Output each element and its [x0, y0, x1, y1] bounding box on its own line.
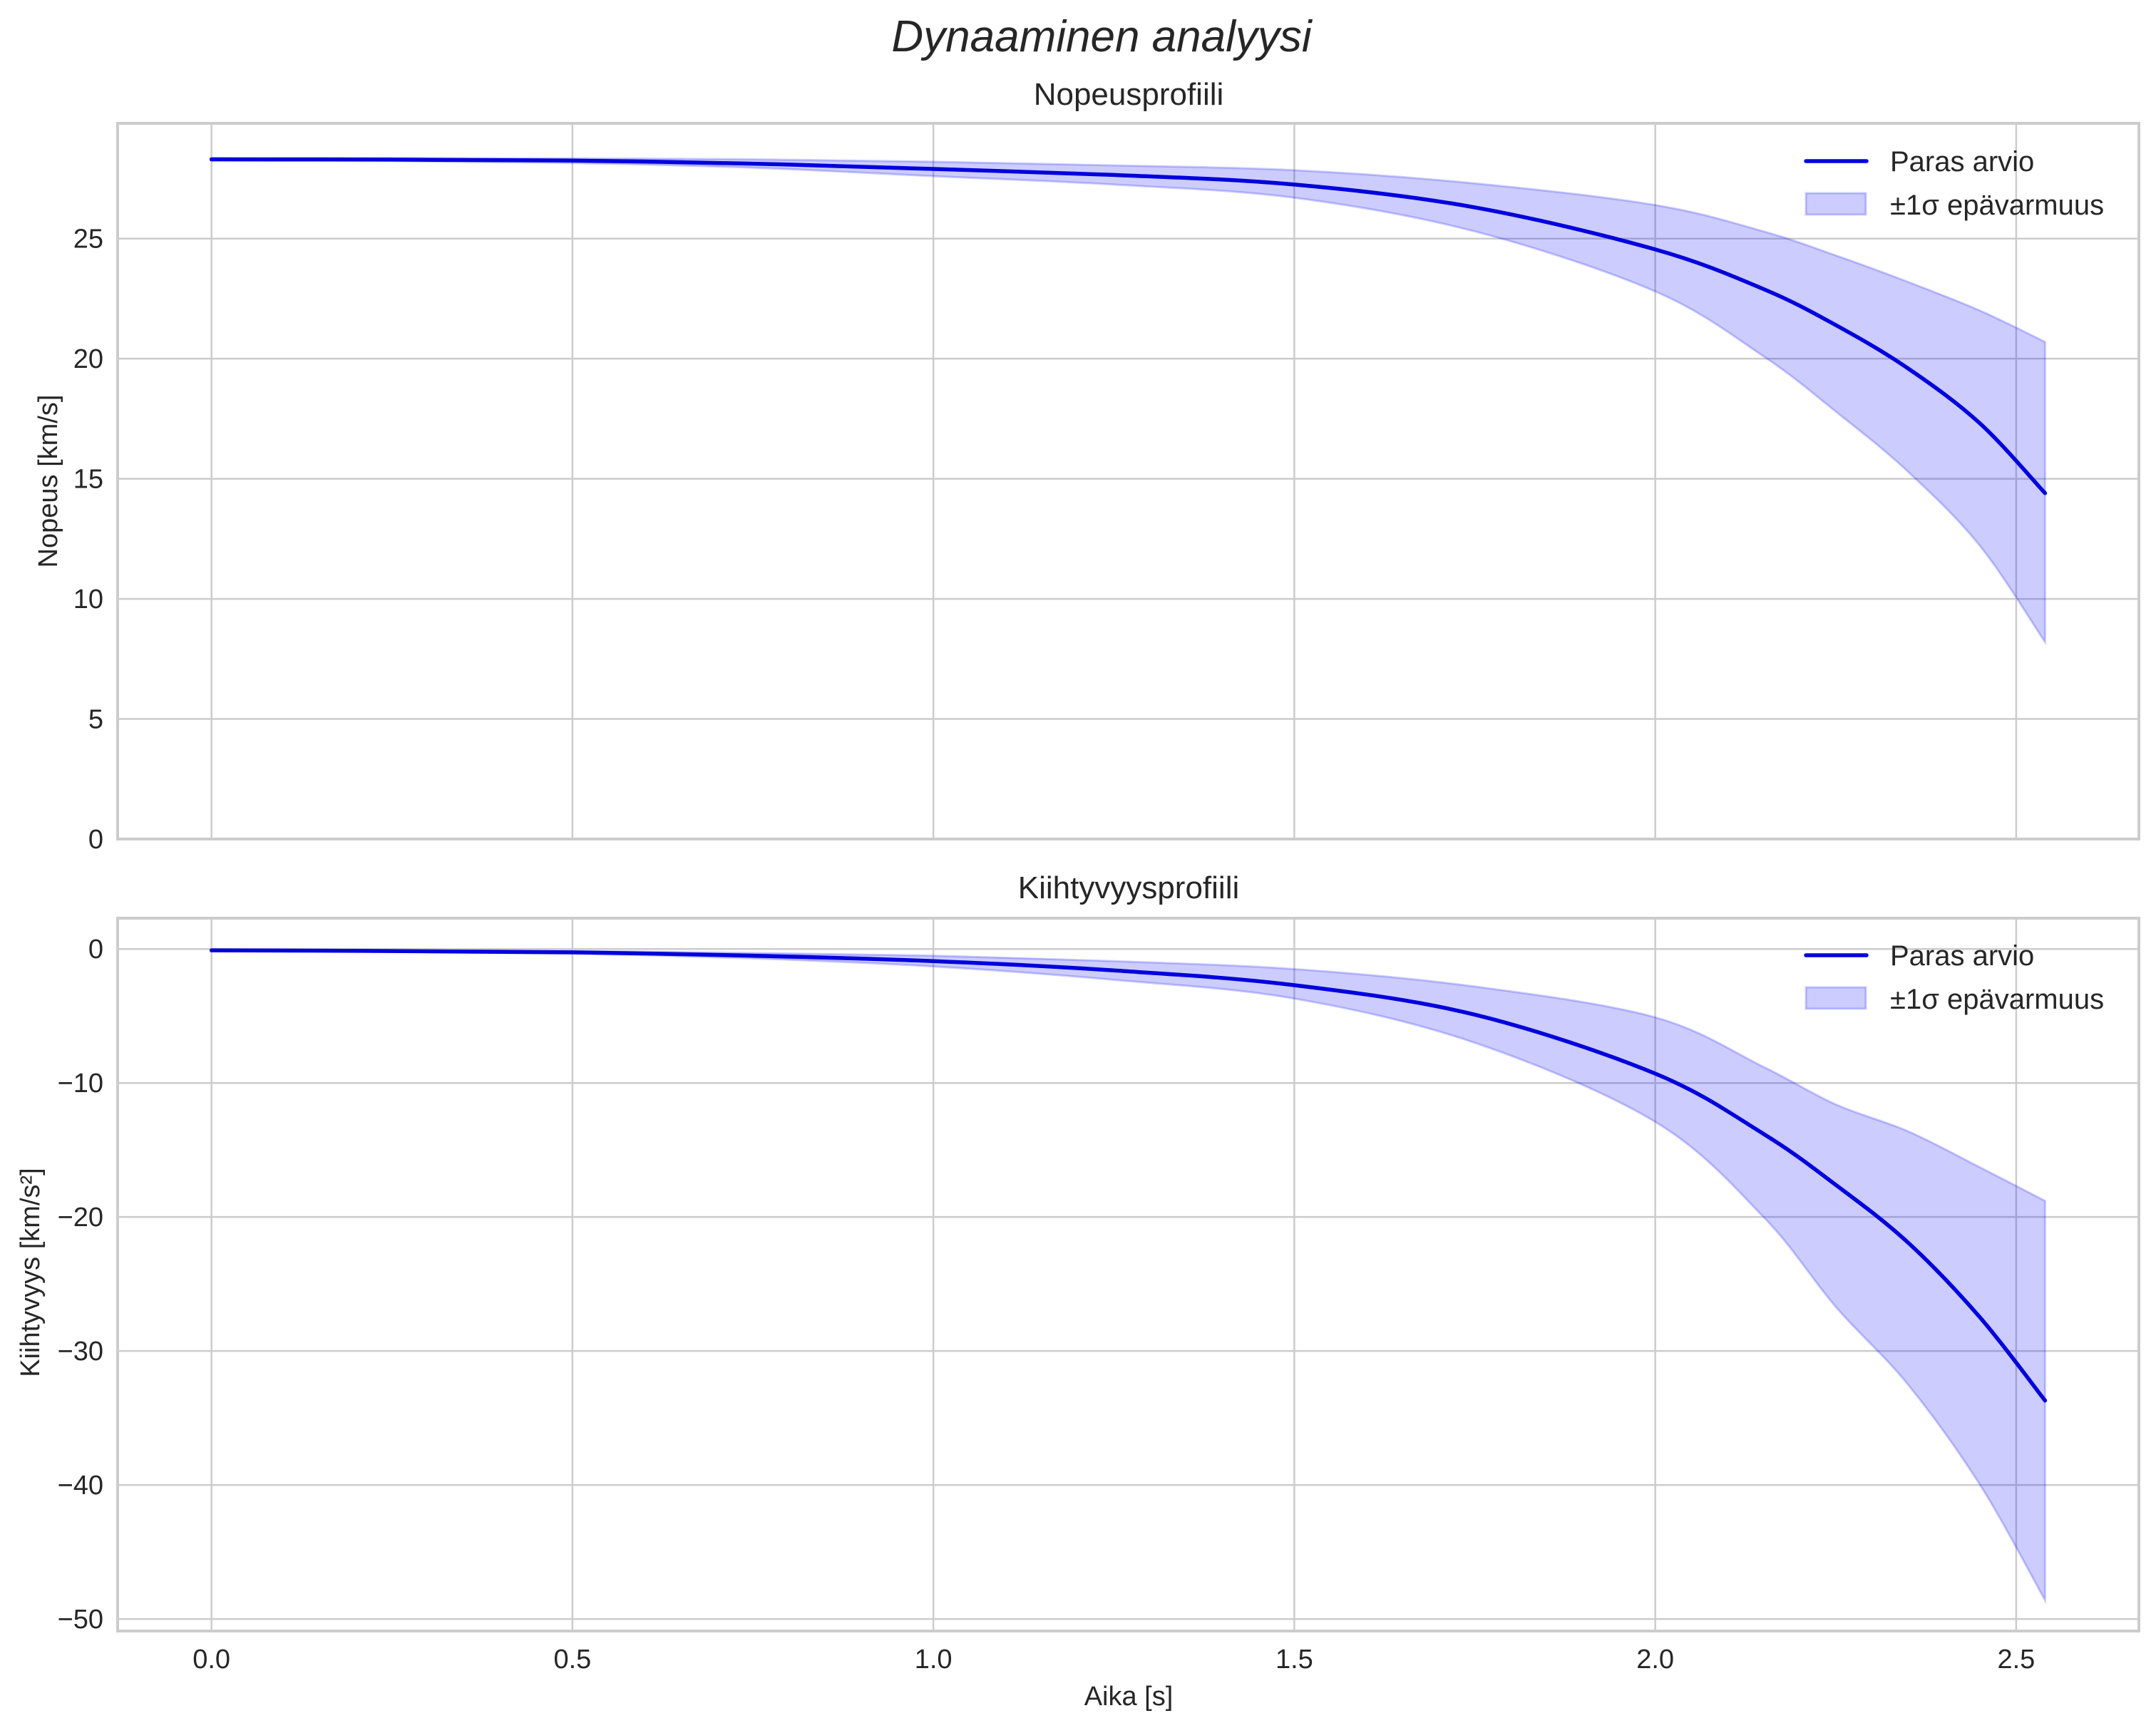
- uncertainty-band: [210, 157, 2046, 646]
- acceleration-gridlines: [118, 918, 2139, 1631]
- y-tick-label: 20: [73, 344, 103, 374]
- x-tick-label: 0.5: [553, 1645, 591, 1675]
- acceleration-subplot-title: Kiihtyvyysprofiili: [1018, 870, 1240, 905]
- velocity-y-axis-label: Nopeus [km/s]: [34, 395, 63, 568]
- acceleration-x-ticks: 0.0 0.5 1.0 1.5 2.0 2.5: [192, 1645, 2035, 1675]
- y-tick-label: 15: [73, 465, 103, 495]
- best-estimate-line: [209, 948, 2048, 1403]
- figure-title: Dynaaminen analyysi: [891, 12, 1313, 61]
- legend-label-best-estimate: Paras arvio: [1890, 146, 2034, 178]
- legend-label-uncertainty: ±1σ epävarmuus: [1890, 984, 2104, 1015]
- legend-band-swatch: [1805, 986, 1867, 1010]
- velocity-legend: Paras arvio ±1σ epävarmuus: [1804, 146, 2104, 221]
- acceleration-legend: Paras arvio ±1σ epävarmuus: [1804, 940, 2104, 1015]
- x-axis-label: Aika [s]: [1084, 1682, 1174, 1712]
- acceleration-axes-frame: [116, 917, 2140, 1632]
- y-tick-label: −10: [58, 1069, 103, 1099]
- y-tick-label: 10: [73, 585, 103, 614]
- x-tick-label: 2.0: [1636, 1645, 1674, 1675]
- y-tick-label: −20: [58, 1203, 103, 1233]
- y-tick-label: −50: [58, 1605, 103, 1635]
- velocity-plot-area: [209, 157, 2048, 646]
- x-tick-label: 1.0: [915, 1645, 953, 1675]
- best-estimate-line: [209, 157, 2048, 495]
- x-tick-label: 2.5: [1997, 1645, 2035, 1675]
- y-tick-label: 5: [88, 705, 103, 735]
- velocity-axes-frame: [116, 122, 2140, 840]
- acceleration-plot-area: [209, 948, 2048, 1605]
- x-tick-label: 0.0: [192, 1645, 230, 1675]
- x-tick-label: 1.5: [1275, 1645, 1313, 1675]
- legend-band-swatch: [1805, 192, 1867, 216]
- y-tick-label: −30: [58, 1337, 103, 1367]
- uncertainty-band: [210, 949, 2046, 1605]
- acceleration-y-axis-label: Kiihtyvyys [km/s²]: [16, 1168, 46, 1377]
- legend-label-best-estimate: Paras arvio: [1890, 940, 2034, 972]
- legend-label-uncertainty: ±1σ epävarmuus: [1890, 190, 2104, 221]
- acceleration-y-ticks: 0 −10 −20 −30 −40 −50: [58, 935, 103, 1635]
- y-tick-label: 25: [73, 225, 103, 254]
- velocity-y-ticks: 0 5 10 15 20 25: [73, 225, 103, 855]
- y-tick-label: −40: [58, 1471, 103, 1501]
- y-tick-label: 0: [88, 935, 103, 965]
- y-tick-label: 0: [88, 825, 103, 855]
- acceleration-subplot: Kiihtyvyysprofiili 0−10−20−30−40−50 0.0 0…: [16, 870, 2140, 1712]
- velocity-subplot-title: Nopeusprofiili: [1034, 77, 1224, 112]
